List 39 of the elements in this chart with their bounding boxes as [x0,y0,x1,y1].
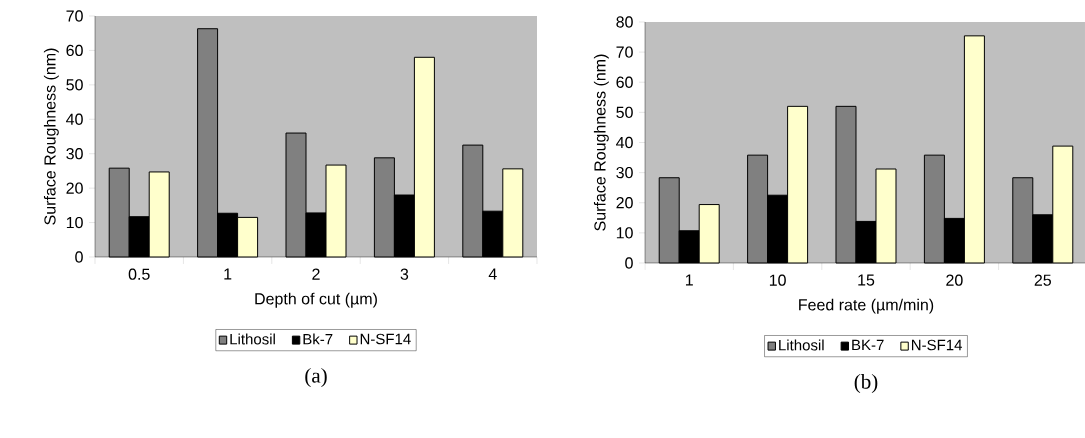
y-tick-label: 40 [66,113,83,125]
x-tick-label: 1 [224,268,232,280]
y-axis-title: Surface Roughness (nm) [593,54,609,231]
x-tick-label: 15 [858,274,875,286]
y-tick-label: 10 [66,216,83,229]
x-tick-label: 3 [400,268,409,280]
y-tick-label: 20 [66,182,83,194]
x-axis-title: Depth of cut (µm) [255,292,377,308]
y-tick-label: 50 [616,106,633,119]
y-tick-label: 40 [616,136,633,149]
y-tick-label: 60 [66,44,83,57]
y-axis-title: Surface Roughness (nm) [43,48,59,225]
y-tick-label: 0 [625,257,633,269]
x-tick-label: 25 [1034,274,1052,286]
y-tick-label: 30 [616,166,633,179]
y-tick-label: 0 [75,251,83,263]
legend-label: Lithosil [230,333,275,345]
legend-label: Lithosil [779,339,824,351]
x-axis-title: Feed rate (µm/min) [799,298,934,314]
x-tick-label: 0.5 [128,268,150,280]
legend-label: N-SF14 [911,339,963,351]
y-tick-label: 60 [616,76,633,88]
legend-label: Bk-7 [303,333,333,345]
text: (a) [305,367,327,388]
x-tick-label: 4 [488,268,497,280]
legend-label: N-SF14 [360,333,411,345]
x-tick-label: 1 [685,274,693,286]
y-tick-label: 50 [66,79,83,91]
y-tick-label: 10 [616,227,633,239]
y-tick-label: 70 [66,10,83,22]
x-tick-label: 20 [946,274,963,286]
x-tick-label: 10 [769,274,786,286]
y-tick-label: 30 [66,148,83,160]
x-tick-label: 2 [312,268,320,280]
y-tick-label: 80 [616,16,633,28]
y-tick-label: 20 [616,197,633,209]
y-tick-label: 70 [616,46,633,58]
legend-label: BK-7 [852,339,884,351]
text: (b) [854,373,878,393]
